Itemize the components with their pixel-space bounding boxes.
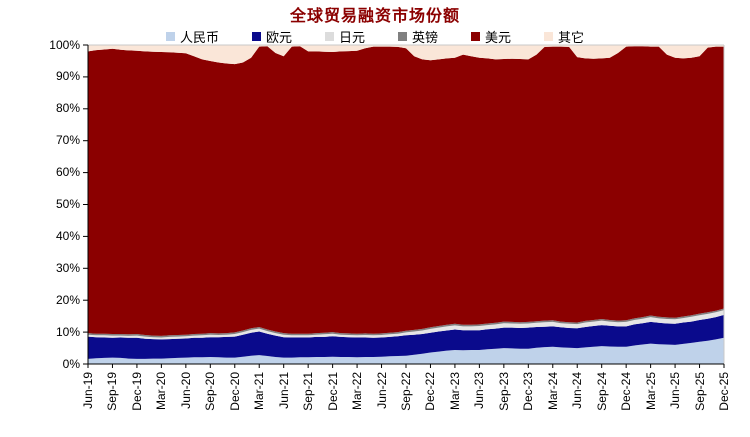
legend-swatch [165, 32, 175, 41]
x-axis-label: Jun-24 [570, 372, 585, 409]
legend-item-其它: 其它 [544, 27, 584, 46]
x-axis-label: Mar-21 [252, 372, 267, 411]
x-axis-label: Dec-21 [325, 372, 340, 411]
legend-swatch [324, 32, 334, 41]
x-axis-label: Mar-23 [447, 372, 462, 411]
legend-swatch [251, 32, 261, 41]
x-axis-label: Jun-21 [276, 372, 291, 409]
x-axis-label: Jun-22 [374, 372, 389, 409]
legend-swatch [398, 32, 407, 41]
legend: 人民币 欧元 日元 英镑 美元 其它 [0, 27, 750, 46]
x-axis-label: Dec-20 [227, 372, 242, 411]
x-axis-label: Sep-22 [399, 372, 413, 411]
y-axis-label: 0% [62, 356, 80, 371]
x-axis-label: Sep-19 [105, 372, 120, 411]
area-series-欧元 [88, 314, 724, 359]
y-axis-label: 80% [55, 101, 80, 116]
x-axis-label: Sep-23 [496, 372, 511, 411]
x-axis-label: Sep-20 [203, 372, 218, 411]
legend-label: 其它 [558, 30, 585, 45]
legend-item-人民币: 人民币 [165, 27, 219, 46]
legend-item-英镑: 英镑 [398, 27, 438, 46]
legend-label: 日元 [338, 30, 365, 45]
area-series-美元 [88, 46, 724, 336]
x-axis-label: Jun-25 [668, 372, 683, 409]
area-series-人民币 [88, 337, 724, 364]
x-axis-label: Mar-22 [350, 372, 365, 411]
legend-label: 美元 [485, 30, 512, 45]
area-series-其它 [88, 45, 724, 65]
legend-swatch [544, 32, 554, 41]
x-axis-label: Dec-23 [521, 372, 536, 411]
y-axis-label: 60% [55, 165, 80, 180]
chart-title: 全球贸易融资市场份额 [289, 8, 460, 25]
legend-label: 英镑 [412, 30, 439, 45]
x-axis-label: Jun-20 [178, 372, 193, 409]
x-axis-label: Mar-25 [643, 372, 658, 411]
legend-item-美元: 美元 [471, 27, 511, 46]
x-axis-label: Sep-25 [692, 372, 707, 411]
x-axis-label: Dec-22 [423, 372, 438, 411]
x-axis-label: Dec-24 [619, 372, 634, 411]
area-series-英镑 [88, 308, 724, 338]
y-axis-label: 20% [55, 292, 80, 307]
x-axis-label: Mar-20 [154, 372, 169, 411]
x-axis-label: Dec-19 [129, 372, 144, 411]
x-axis-label: Jun-23 [472, 372, 487, 409]
legend-item-日元: 日元 [324, 27, 365, 46]
y-axis-label: 70% [55, 133, 80, 148]
y-axis-label: 100% [49, 37, 80, 52]
x-axis-label: Dec-25 [717, 372, 731, 411]
area-series-日元 [88, 310, 724, 340]
y-axis-label: 40% [55, 228, 80, 243]
y-axis-label: 50% [55, 197, 80, 211]
x-axis-label: Sep-21 [301, 372, 316, 411]
legend-item-欧元: 欧元 [251, 27, 292, 46]
x-axis-label: Mar-24 [545, 372, 560, 411]
y-axis-label: 30% [55, 260, 80, 275]
x-axis-label: Sep-24 [594, 372, 609, 411]
legend-swatch [471, 32, 481, 41]
legend-label: 人民币 [179, 30, 219, 45]
x-axis-label: Jun-19 [81, 372, 95, 409]
y-axis-label: 10% [55, 324, 80, 339]
legend-label: 欧元 [265, 30, 292, 45]
y-axis-label: 90% [55, 69, 80, 84]
